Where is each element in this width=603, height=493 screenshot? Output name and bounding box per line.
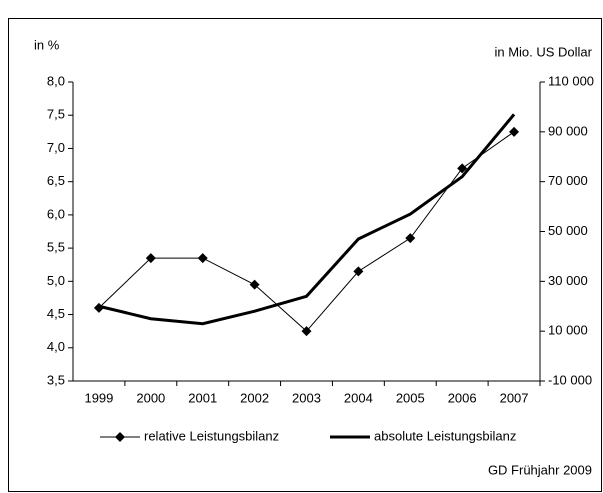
x-tick-label: 2003 xyxy=(292,390,321,405)
marker xyxy=(145,253,156,264)
x-tick-label: 2005 xyxy=(396,390,425,405)
frame xyxy=(8,18,602,492)
legend-label: absolute Leistungsbilanz xyxy=(374,428,516,443)
y-tick-label: 4,0 xyxy=(47,339,65,354)
y-tick-label: 5,5 xyxy=(47,240,65,255)
y-tick-label: 8,0 xyxy=(47,73,65,88)
y2-tick-label: -10 000 xyxy=(548,372,592,387)
marker xyxy=(353,266,364,277)
y-axis-label: in % xyxy=(34,37,60,52)
y-tick-label: 7,5 xyxy=(47,107,65,122)
y-tick-label: 5,0 xyxy=(47,273,65,288)
marker xyxy=(249,279,260,290)
source: GD Frühjahr 2009 xyxy=(488,462,592,477)
marker xyxy=(509,126,520,137)
y2-axis-label: in Mio. US Dollar xyxy=(494,44,592,59)
x-tick-label: 1999 xyxy=(84,390,113,405)
x-tick-label: 2002 xyxy=(240,390,269,405)
legend-label: relative Leistungsbilanz xyxy=(144,428,279,443)
y2-tick-label: 70 000 xyxy=(548,173,588,188)
y-tick-label: 3,5 xyxy=(47,372,65,387)
x-tick-label: 2000 xyxy=(136,390,165,405)
y2-tick-label: 50 000 xyxy=(548,223,588,238)
y-tick-label: 6,5 xyxy=(47,173,65,188)
x-tick-label: 2001 xyxy=(188,390,217,405)
y-tick-label: 6,0 xyxy=(47,206,65,221)
marker xyxy=(457,163,468,174)
series-line xyxy=(98,113,516,326)
y2-tick-label: 90 000 xyxy=(548,123,588,138)
legend-marker xyxy=(115,432,125,442)
y-tick-label: 7,0 xyxy=(47,140,65,155)
y-tick-label: 4,5 xyxy=(47,306,65,321)
x-tick-label: 2004 xyxy=(344,390,373,405)
y2-tick-label: 110 000 xyxy=(548,73,594,88)
marker xyxy=(197,253,208,264)
y2-tick-label: 30 000 xyxy=(548,273,588,288)
x-tick-label: 2007 xyxy=(500,390,529,405)
x-tick-label: 2006 xyxy=(448,390,477,405)
marker xyxy=(301,326,312,337)
marker xyxy=(405,233,416,244)
y2-tick-label: 10 000 xyxy=(548,323,588,338)
